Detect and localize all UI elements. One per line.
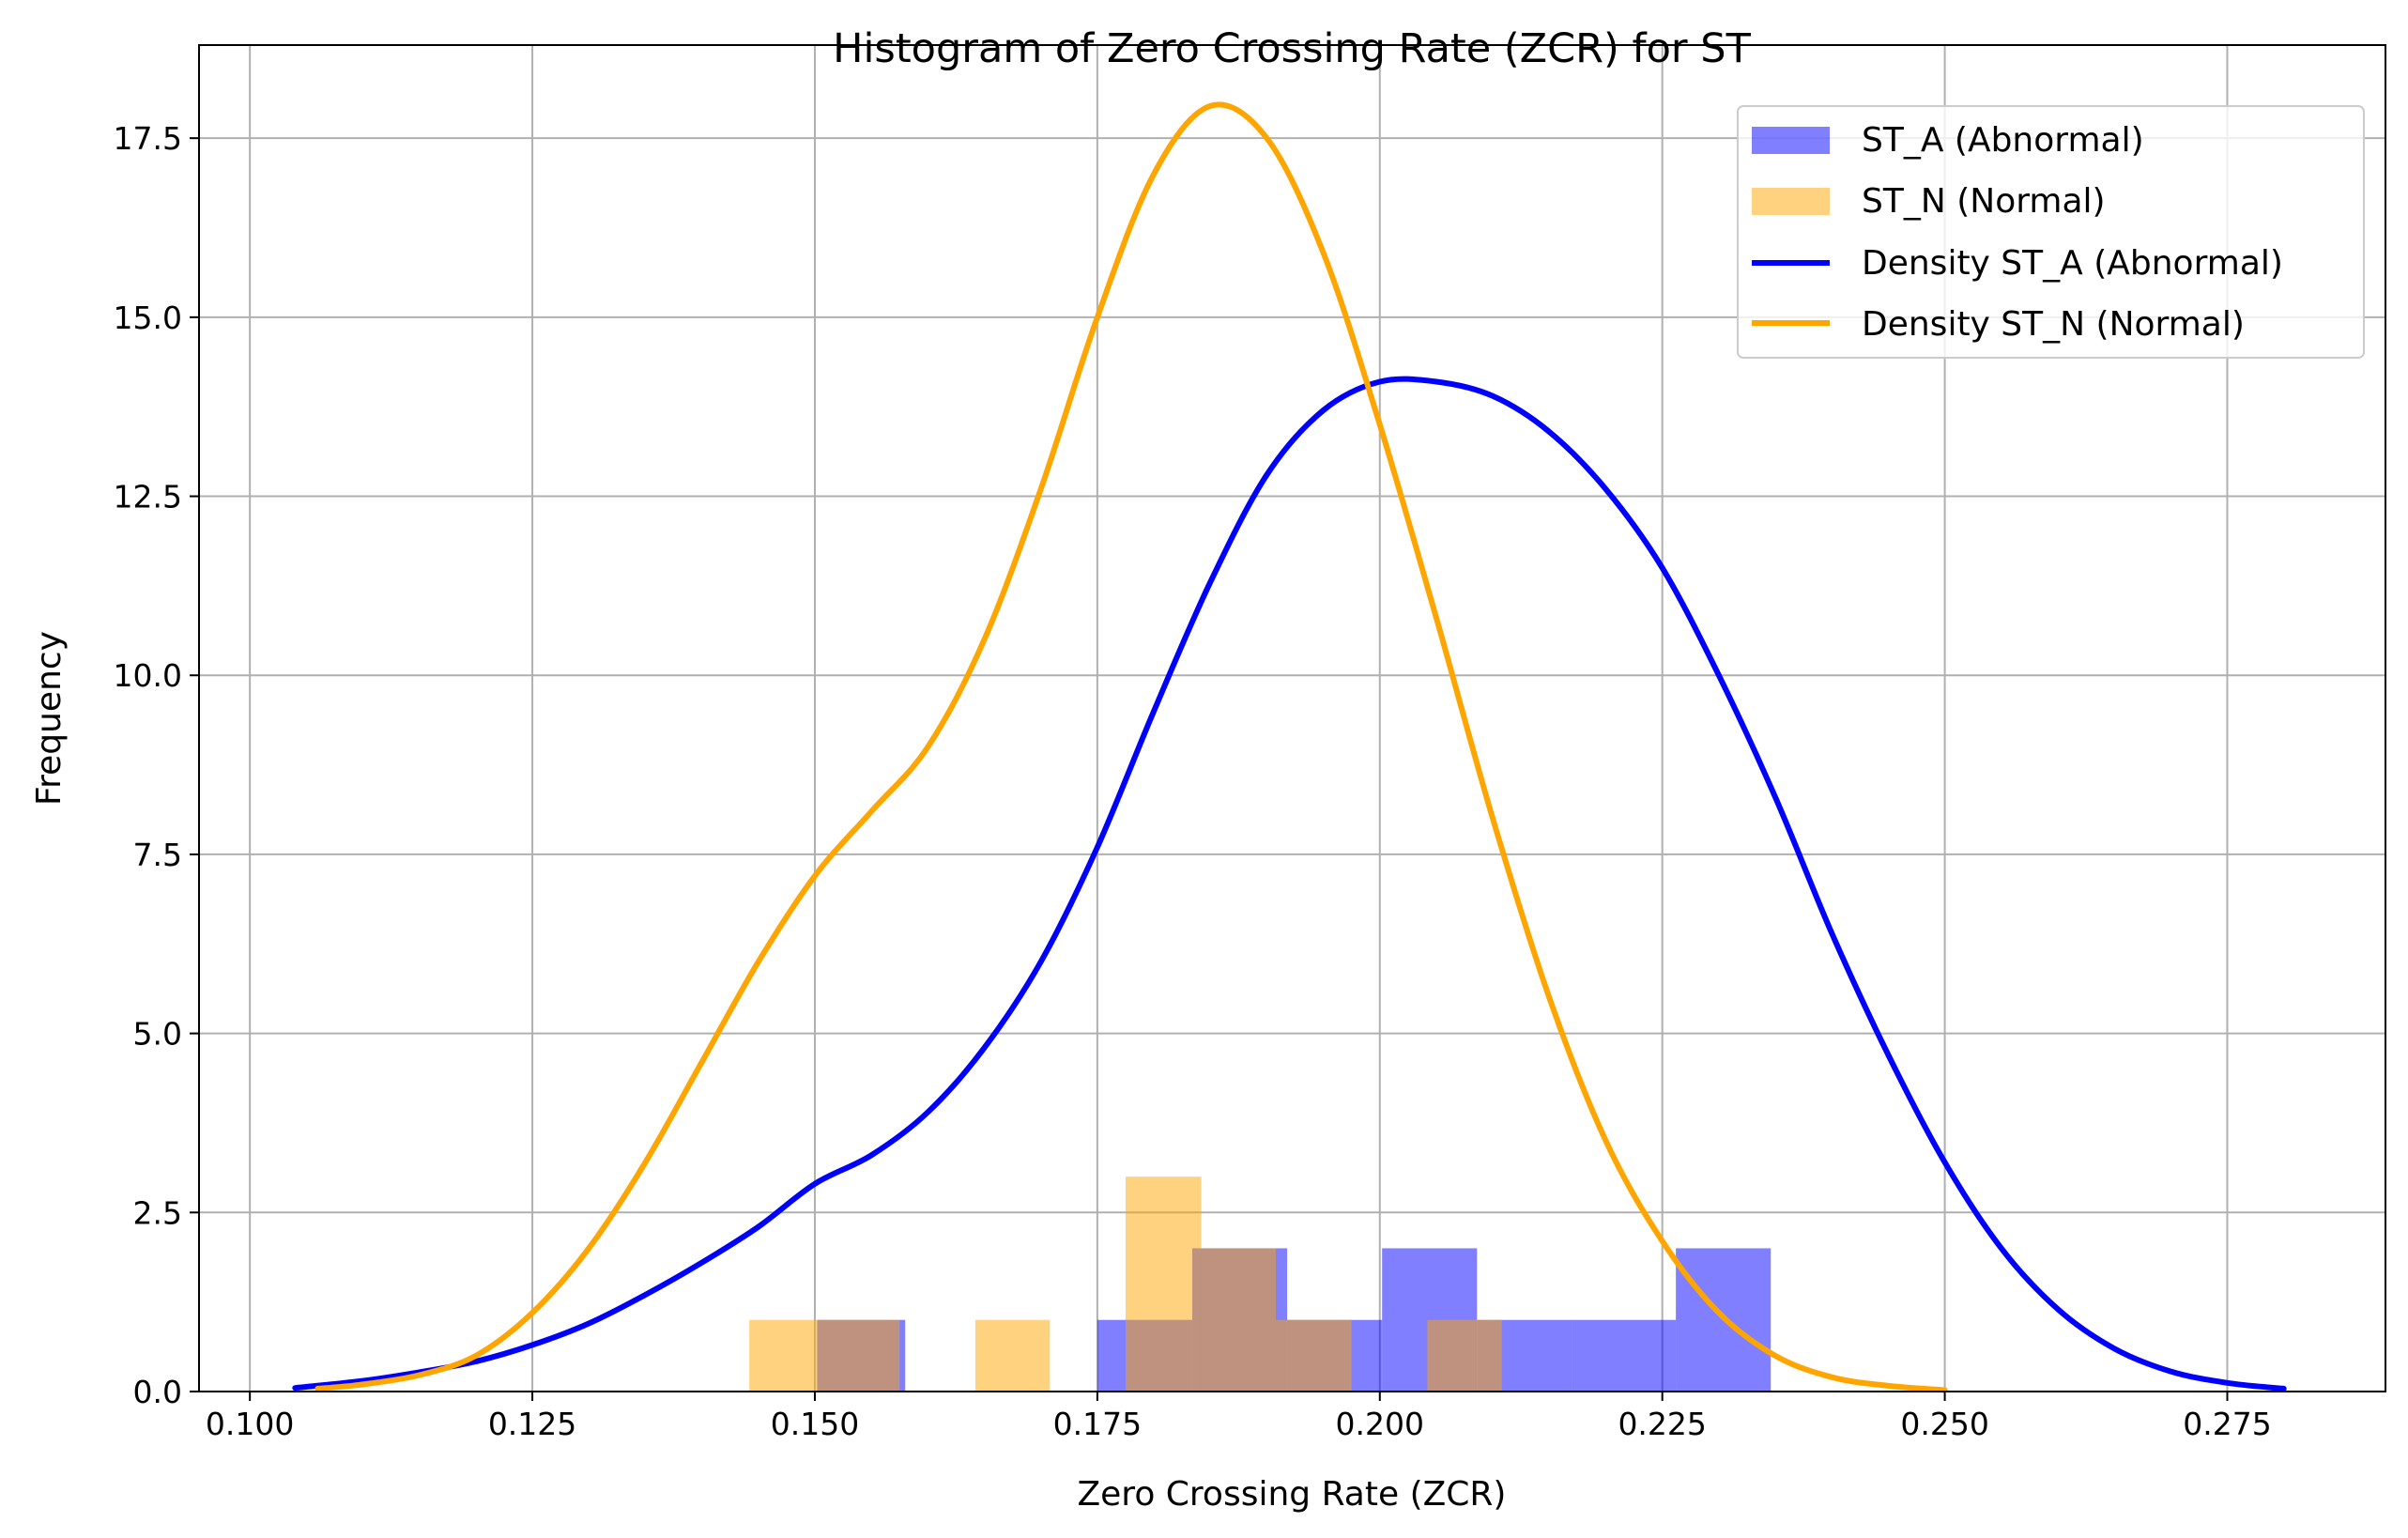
density-curves: [292, 101, 2287, 1393]
x-tick-label: 0.200: [1336, 1406, 1424, 1442]
y-tick-label: 2.5: [133, 1194, 182, 1231]
y-tick-label: 17.5: [114, 120, 182, 157]
y-tick-label: 0.0: [133, 1374, 182, 1410]
bar-st-n: [1125, 1177, 1202, 1392]
x-tick-label: 0.125: [488, 1406, 576, 1442]
legend-label-st-n: ST_N (Normal): [1862, 182, 2106, 221]
plot-frame: [198, 44, 2386, 1392]
legend: ST_A (Abnormal) ST_N (Normal) Density ST…: [1737, 105, 2365, 359]
legend-swatch-st-a: [1752, 127, 1830, 154]
x-tick-label: 0.100: [206, 1406, 294, 1442]
bar-st-n: [1201, 1248, 1277, 1392]
x-tick-label: 0.275: [2183, 1406, 2271, 1442]
x-tick-label: 0.150: [771, 1406, 859, 1442]
x-tick-label: 0.250: [1900, 1406, 1988, 1442]
x-tick-label: 0.175: [1053, 1406, 1142, 1442]
y-tick-label: 5.0: [133, 1016, 182, 1053]
bar-st-n: [823, 1319, 900, 1392]
legend-label-density-st-a: Density ST_A (Abnormal): [1862, 244, 2283, 283]
x-axis-title: Zero Crossing Rate (ZCR): [1078, 1475, 1507, 1514]
bar-st-a: [1572, 1319, 1677, 1392]
bar-st-n: [1427, 1319, 1502, 1392]
histogram-bars: [749, 1177, 1771, 1392]
axis-ticks: 0.100 0.125 0.150 0.175 0.200 0.225 0.250 0.275…: [114, 120, 2272, 1442]
bar-st-n: [974, 1319, 1051, 1392]
chart-title: Histogram of Zero Crossing Rate (ZCR) fo…: [833, 25, 1751, 72]
x-tick-label: 0.225: [1618, 1406, 1706, 1442]
bar-st-n: [1276, 1319, 1352, 1392]
legend-swatch-st-n: [1752, 188, 1830, 215]
legend-box: [1737, 105, 2365, 359]
y-tick-label: 7.5: [133, 837, 182, 873]
y-tick-label: 12.5: [114, 479, 182, 515]
density-curve-st-a: [292, 376, 2287, 1392]
y-axis-title: Frequency: [30, 631, 69, 806]
legend-label-density-st-n: Density ST_N (Normal): [1862, 305, 2245, 344]
y-tick-label: 15.0: [114, 300, 182, 336]
bar-st-n: [749, 1319, 824, 1392]
legend-label-st-a: ST_A (Abnormal): [1862, 121, 2144, 160]
y-tick-label: 10.0: [114, 657, 182, 694]
density-curve-st-n: [314, 101, 1948, 1393]
